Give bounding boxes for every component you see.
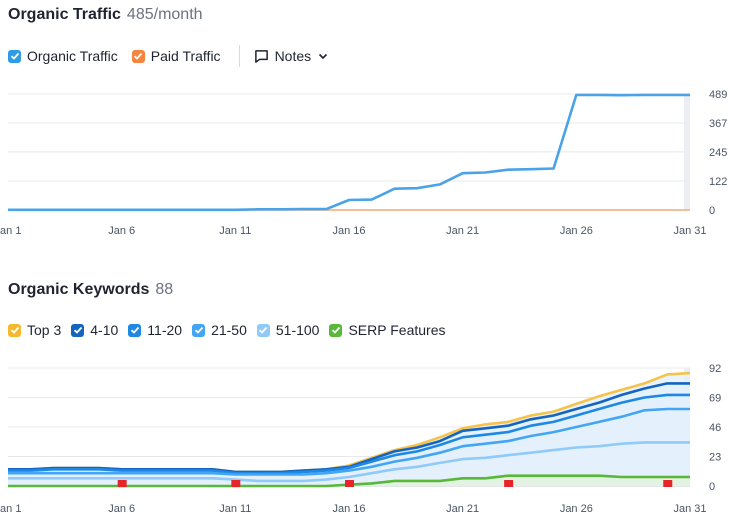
keywords-metric: 88 [155, 281, 174, 298]
legend-51-100[interactable]: 51-100 [256, 322, 320, 338]
legend-label: Organic Traffic [27, 48, 118, 64]
x-tick-label: Jan 16 [332, 503, 365, 515]
legend-label: Paid Traffic [150, 48, 221, 64]
legend-4-10[interactable]: 4-10 [71, 322, 118, 338]
series-line-organic-traffic [8, 93, 690, 212]
notes-icon [254, 49, 268, 63]
checkbox-icon[interactable] [329, 323, 343, 337]
checkbox-icon[interactable] [131, 49, 145, 63]
legend-top-3[interactable]: Top 3 [8, 322, 61, 338]
y-tick-label: 0 [709, 205, 715, 217]
legend-11-20[interactable]: 11-20 [128, 322, 182, 338]
flag-icon [504, 480, 514, 490]
legend-organic-traffic[interactable]: Organic Traffic [8, 48, 118, 64]
x-tick-label: Jan 26 [560, 503, 593, 515]
traffic-legend: Organic Traffic Paid Traffic Notes [8, 45, 328, 67]
x-tick-label: Jan 6 [108, 503, 135, 515]
x-tick-label: Jan 1 [0, 225, 21, 237]
checkbox-icon[interactable] [128, 323, 142, 337]
notes-button[interactable]: Notes [254, 48, 329, 64]
series-area-serp-features [8, 475, 690, 486]
x-tick-label: Jan 11 [219, 225, 251, 237]
y-tick-label: 23 [709, 452, 721, 464]
x-tick-label: Jan 21 [446, 503, 479, 515]
x-tick-label: Jan 6 [108, 225, 135, 237]
flag-icon [345, 480, 354, 490]
checkbox-icon[interactable] [8, 49, 21, 63]
flag-icon [117, 480, 127, 490]
series-line-21-50 [8, 407, 690, 476]
flag-icon [231, 480, 241, 490]
x-tick-label: Jan 26 [560, 225, 593, 237]
legend-label: 4-10 [90, 322, 119, 338]
checkbox-icon[interactable] [71, 323, 85, 337]
y-tick-label: 0 [709, 481, 715, 493]
keywords-title-text: Organic Keywords [8, 281, 150, 298]
legend-label: Top 3 [27, 322, 62, 338]
flag-icon [663, 480, 673, 490]
legend-label: 11-20 [147, 322, 183, 338]
x-tick-label: Jan 31 [673, 225, 706, 237]
traffic-metric: 485/month [126, 6, 203, 23]
legend-label: SERP Features [348, 322, 446, 338]
legend-divider [238, 45, 240, 67]
checkbox-icon[interactable] [256, 323, 270, 337]
legend-21-50[interactable]: 21-50 [192, 322, 247, 338]
checkbox-icon[interactable] [8, 323, 21, 337]
series-line-51-100 [8, 441, 690, 483]
x-tick-label: Jan 21 [446, 225, 479, 237]
x-tick-label: Jan 31 [673, 503, 706, 515]
legend-serp-features[interactable]: SERP Features [329, 322, 445, 338]
organic-traffic-chart: 0 122 245 367 489 Jan 1 Jan 6 Jan 11 Jan 16 Jan 2… [0, 89, 727, 237]
y-tick-label: 245 [709, 147, 727, 159]
x-tick-label: Jan 11 [219, 503, 251, 515]
legend-paid-traffic[interactable]: Paid Traffic [131, 48, 221, 64]
chevron-down-icon [319, 53, 328, 60]
y-tick-label: 122 [709, 176, 727, 188]
y-tick-label: 92 [709, 363, 721, 375]
traffic-title-text: Organic Traffic [8, 6, 121, 23]
y-tick-label: 367 [709, 118, 727, 130]
y-tick-label: 489 [709, 89, 727, 101]
organic-keywords-chart: 0 23 46 69 92 Jan 1 Jan 6 Jan 11 Jan 16 Jan 21 Jan… [0, 363, 721, 515]
y-tick-label: 46 [709, 422, 721, 434]
x-tick-label: Jan 1 [0, 503, 21, 515]
checkbox-icon[interactable] [192, 323, 206, 337]
keywords-legend: Top 3 4-10 11-20 21-50 51-100 SERP Features [8, 322, 455, 338]
y-tick-label: 69 [709, 393, 721, 405]
legend-label: 21-50 [211, 322, 247, 338]
series-line-11-20 [8, 393, 690, 475]
current-period-shade [684, 94, 690, 210]
organic-keywords-title: Organic Keywords 88 [8, 281, 173, 299]
legend-label: 51-100 [275, 322, 320, 338]
x-tick-label: Jan 16 [332, 225, 365, 237]
notes-label: Notes [274, 48, 312, 64]
organic-traffic-title: Organic Traffic 485/month [8, 6, 203, 24]
